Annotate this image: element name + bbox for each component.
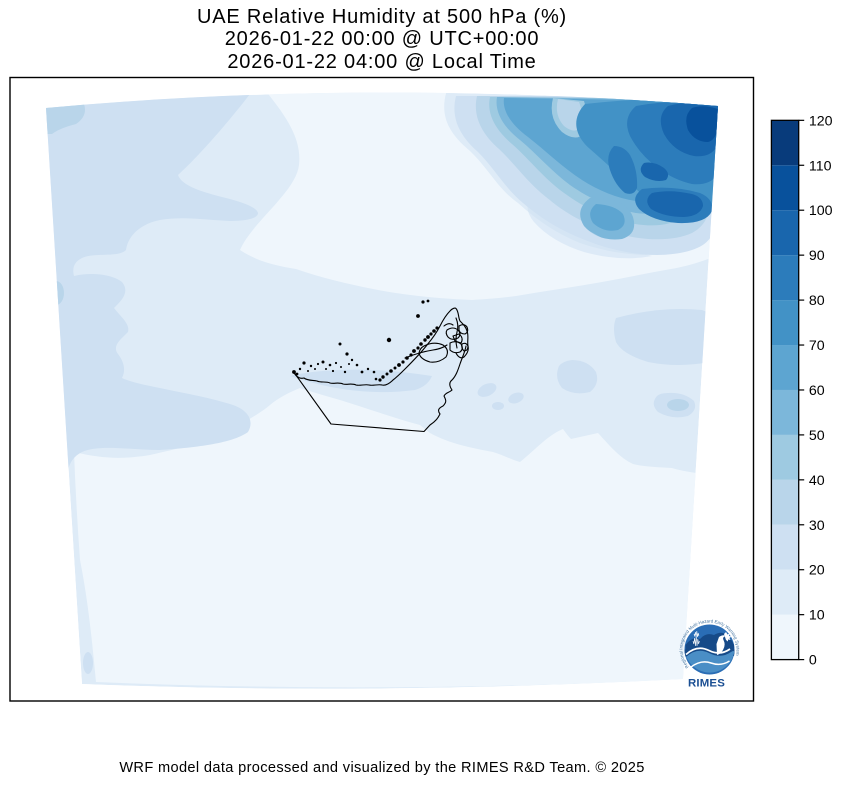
svg-text:30: 30	[809, 518, 825, 534]
svg-text:100: 100	[809, 203, 833, 219]
svg-text:120: 120	[809, 113, 833, 129]
svg-text:RIMES: RIMES	[688, 678, 725, 690]
svg-text:80: 80	[809, 293, 825, 309]
svg-text:110: 110	[809, 158, 832, 174]
svg-text:20: 20	[809, 563, 825, 579]
svg-text:0: 0	[809, 653, 817, 669]
svg-text:70: 70	[809, 338, 825, 354]
svg-text:10: 10	[809, 608, 825, 624]
svg-text:50: 50	[809, 428, 825, 444]
svg-text:90: 90	[809, 248, 825, 264]
svg-text:40: 40	[809, 473, 825, 489]
svg-text:60: 60	[809, 383, 825, 399]
